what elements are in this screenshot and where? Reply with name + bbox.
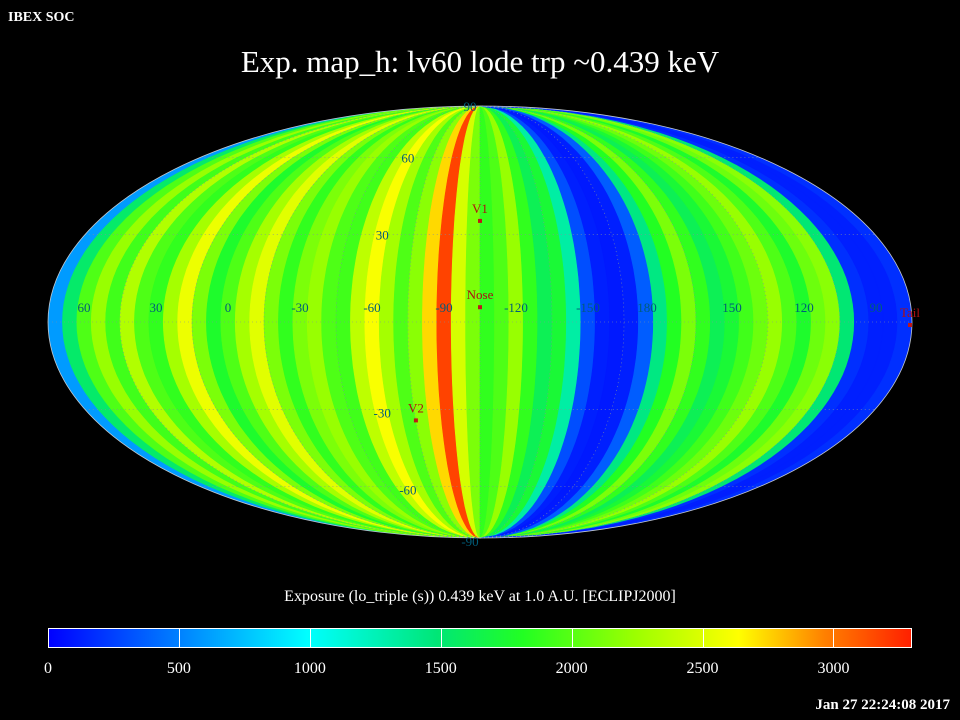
colorbar-tick-label: 2500 (686, 660, 719, 677)
marker-label-nose: Nose (467, 287, 494, 302)
longitude-gridline (479, 105, 625, 539)
colorbar-title: Exposure (lo_triple (s)) 0.439 keV at 1.… (284, 588, 676, 605)
source-label: IBEX SOC (8, 10, 75, 25)
marker-label-tail: Tail (900, 305, 920, 320)
colorbar-tick (440, 629, 442, 647)
axis-labels: 60 30 0 -30 -60 -90 -120 -150 180 150 120 90 90 60 30 -… (78, 99, 883, 549)
colorbar-tick-label: 1500 (424, 660, 457, 677)
colorbar-tick-label: 2000 (555, 660, 588, 677)
colorbar-tick (833, 629, 835, 647)
colorbar (48, 628, 912, 648)
longitude-label: 120 (794, 300, 814, 315)
colorbar-tick-label: 3000 (817, 660, 850, 677)
colorbar-tick (702, 629, 704, 647)
marker-label-v2: V2 (408, 400, 424, 415)
map-border (47, 105, 913, 539)
longitude-label: 60 (78, 300, 91, 315)
marker-dot (478, 305, 482, 310)
longitude-label: 90 (870, 300, 883, 315)
colorbar-tick-label: 500 (166, 660, 191, 677)
marker-label-v1: V1 (472, 201, 488, 216)
longitude-label: 150 (722, 300, 742, 315)
longitude-gridline (479, 105, 553, 539)
colorbar-tick (178, 629, 180, 647)
latitude-label: -90 (461, 534, 478, 549)
longitude-label: 0 (225, 300, 232, 315)
longitude-label: 30 (150, 300, 163, 315)
longitude-gridline (335, 105, 481, 539)
marker-dot (413, 418, 418, 423)
longitude-label: 180 (637, 300, 657, 315)
longitude-gridline (407, 105, 481, 539)
longitude-label: -90 (435, 300, 452, 315)
latitude-label: -60 (399, 483, 416, 498)
colorbar-tick (571, 629, 573, 647)
longitude-label: -60 (363, 300, 380, 315)
colorbar-tick-label: 1000 (293, 660, 326, 677)
marker-dot (908, 323, 912, 327)
longitude-label: -150 (576, 300, 600, 315)
timestamp: Jan 27 22:24:08 2017 (815, 697, 950, 713)
longitude-label: -120 (504, 300, 528, 315)
markers: Nose V1 V2 Tail (408, 201, 920, 423)
latitude-label: 60 (401, 150, 414, 165)
longitude-gridline (119, 105, 481, 539)
chart-title: Exp. map_h: lv60 lode trp ~0.439 keV (240, 44, 720, 79)
marker-dot (478, 218, 482, 223)
colorbar-tick-label: 0 (44, 660, 52, 677)
latitude-label: -30 (374, 405, 391, 420)
longitude-label: -30 (291, 300, 308, 315)
longitude-gridline (479, 105, 841, 539)
latitude-label: 90 (464, 99, 477, 114)
graticule (47, 105, 913, 539)
colorbar-tick (309, 629, 311, 647)
latitude-label: 30 (376, 228, 389, 243)
